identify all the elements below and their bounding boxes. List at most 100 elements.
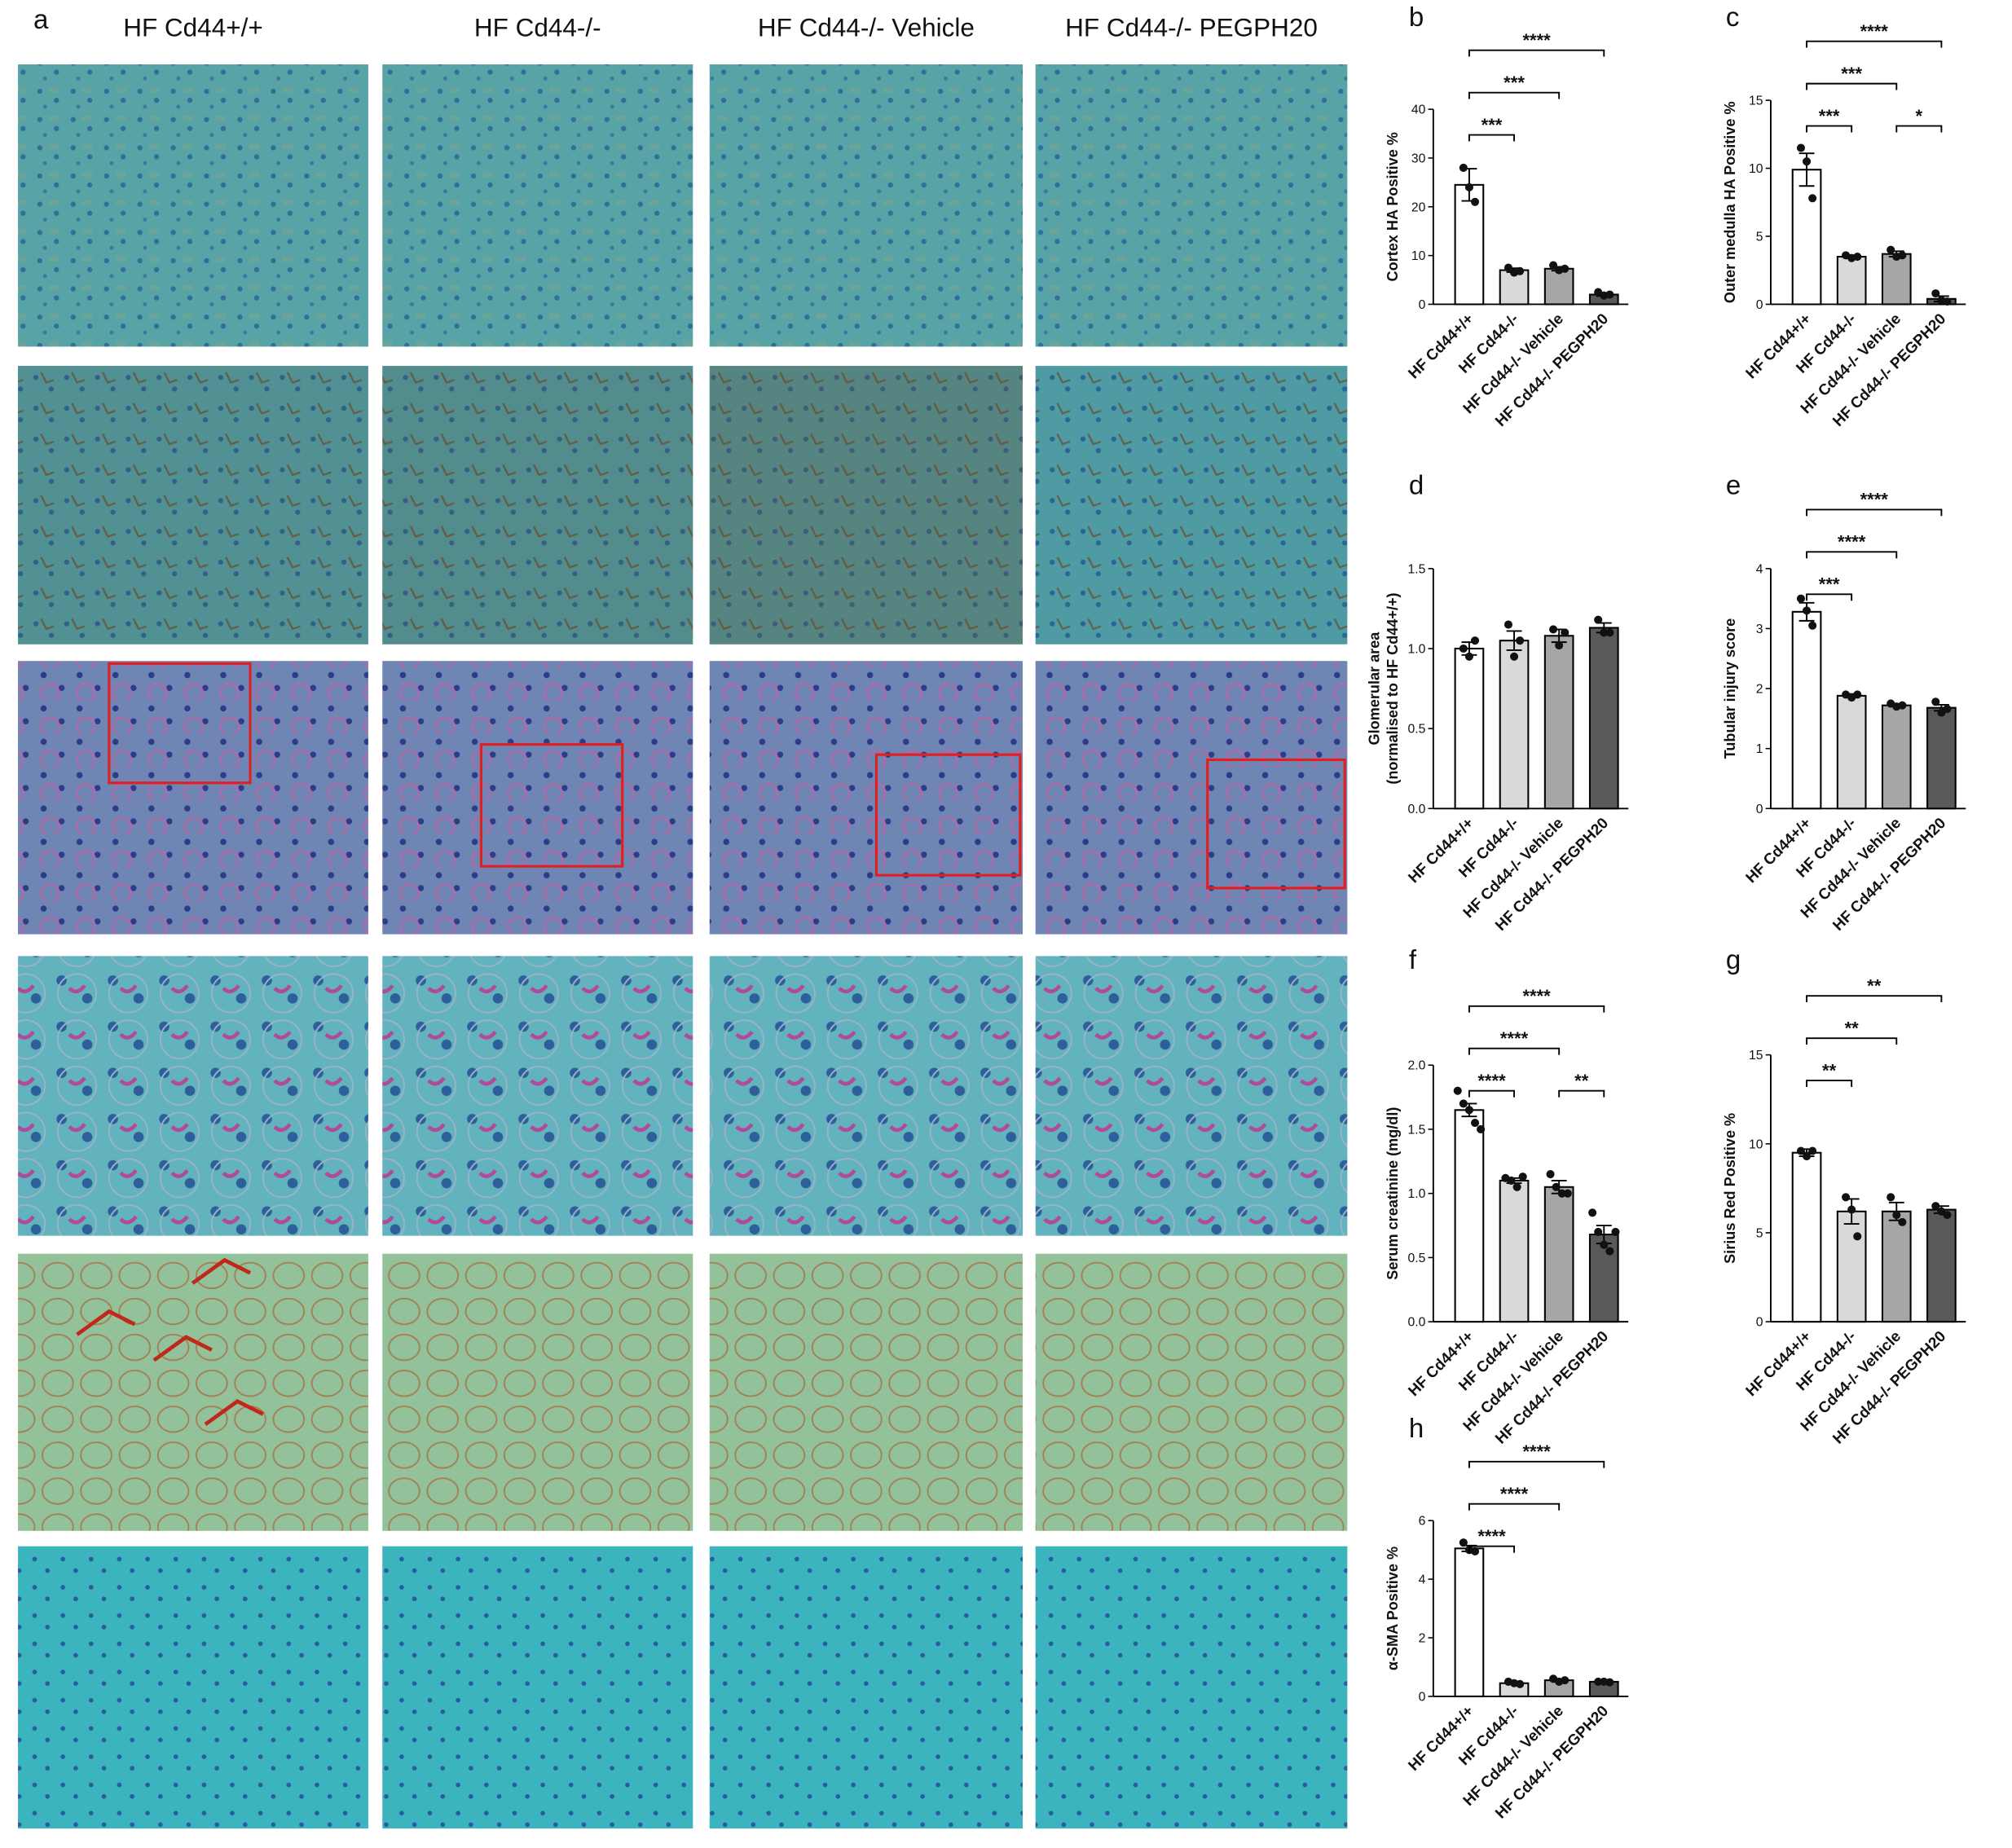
histology-image [382, 1253, 693, 1531]
histology-image [18, 956, 368, 1236]
data-point [1796, 594, 1806, 603]
significance-label: **** [1860, 490, 1889, 510]
data-point [1847, 1205, 1856, 1214]
bar [1454, 183, 1485, 306]
y-tick-label: 0.0 [1408, 1316, 1426, 1330]
y-tick-label: 5 [1756, 1226, 1763, 1240]
data-point [1898, 251, 1907, 260]
y-tick-label: 0 [1756, 1316, 1763, 1330]
y-axis-label: Sirius Red Positive % [1722, 1113, 1738, 1264]
data-point [1549, 261, 1558, 270]
data-point [1512, 1182, 1521, 1191]
y-tick-label: 20 [1411, 200, 1426, 214]
data-point [1808, 194, 1817, 203]
histology-image [382, 64, 693, 347]
data-point [1464, 652, 1473, 661]
data-point [1892, 1211, 1901, 1220]
data-point [1470, 1119, 1480, 1128]
histology-image [18, 1546, 368, 1829]
histology-image [1035, 956, 1348, 1236]
histology-image [382, 661, 693, 935]
ha-stain [18, 366, 368, 645]
data-point [1943, 705, 1952, 714]
significance-bracket [1468, 1047, 1561, 1055]
data-point [1600, 628, 1609, 637]
data-point [1510, 652, 1519, 661]
significance-bracket [1468, 1545, 1515, 1553]
data-point [1605, 1678, 1614, 1687]
significance-bracket [1468, 91, 1561, 99]
y-tick-label: 2 [1419, 1632, 1426, 1646]
error-bar [1506, 630, 1522, 651]
data-point [1853, 253, 1862, 262]
data-point [1594, 1227, 1603, 1236]
data-point [1470, 197, 1480, 206]
data-point [1803, 1152, 1812, 1161]
bar [1836, 694, 1867, 810]
data-point [1887, 245, 1895, 254]
significance-bracket [1806, 551, 1898, 559]
significance-label: **** [1477, 1071, 1506, 1091]
significance-bracket [1806, 593, 1853, 601]
significance-bracket [1468, 1005, 1605, 1013]
data-point [1563, 1189, 1572, 1198]
bar [1791, 169, 1822, 306]
data-point [1555, 641, 1564, 650]
data-point [1464, 1106, 1473, 1115]
y-tick-label: 6 [1419, 1515, 1426, 1529]
data-point [1898, 701, 1907, 710]
y-tick-label: 4 [1756, 562, 1763, 576]
significance-bracket [1468, 134, 1515, 142]
y-tick-label: 5 [1756, 231, 1763, 244]
column-header: HF Cd44-/- [474, 12, 601, 42]
y-tick-label: 4 [1419, 1573, 1426, 1587]
data-point [1557, 1189, 1566, 1198]
significance-label: **** [1477, 1526, 1506, 1547]
significance-label: ** [1822, 1060, 1837, 1080]
significance-bracket [1806, 995, 1943, 1003]
data-point [1931, 289, 1940, 298]
bar [1588, 1234, 1619, 1323]
data-point [1464, 183, 1473, 191]
bar [1454, 1109, 1485, 1323]
column-header: HF Cd44-/- Vehicle [758, 12, 975, 42]
panel-letter: e [1726, 471, 1741, 501]
histology-image [1035, 366, 1348, 645]
y-axis-label: (normalised to HF Cd44+/+) [1385, 592, 1401, 784]
y-axis-label: Outer medulla HA Positive % [1722, 101, 1738, 303]
data-point [1931, 697, 1940, 706]
significance-label: * [1916, 106, 1923, 126]
data-point [1611, 1227, 1620, 1236]
significance-bracket [1806, 1080, 1853, 1087]
bar [1543, 267, 1574, 306]
y-tick-label: 10 [1749, 162, 1763, 176]
panel-letter: d [1409, 471, 1424, 501]
significance-label: **** [1500, 1028, 1529, 1049]
panel-letter: b [1409, 2, 1424, 33]
histology-image [709, 661, 1023, 935]
data-point [1808, 621, 1817, 630]
bar [1791, 1151, 1822, 1323]
y-tick-label: 10 [1411, 249, 1426, 263]
data-point [1796, 1146, 1806, 1155]
significance-bracket [1806, 40, 1943, 48]
histology-image [709, 64, 1023, 347]
data-point [1898, 1217, 1907, 1226]
y-tick-label: 0 [1756, 298, 1763, 312]
data-point [1459, 1099, 1468, 1108]
y-axis-label: Tubular injury score [1722, 618, 1738, 759]
y-tick-label: 30 [1411, 152, 1426, 165]
data-point [1588, 1208, 1597, 1217]
data-point [1561, 1676, 1570, 1685]
histology-image [18, 64, 368, 347]
significance-label: *** [1481, 115, 1503, 135]
panel-letter: f [1409, 945, 1417, 975]
significance-label: *** [1819, 106, 1840, 126]
data-point [1507, 1176, 1516, 1185]
data-point [1853, 1232, 1862, 1241]
bar [1836, 256, 1867, 306]
significance-bracket [1895, 125, 1943, 133]
significance-label: ** [1845, 1018, 1860, 1038]
